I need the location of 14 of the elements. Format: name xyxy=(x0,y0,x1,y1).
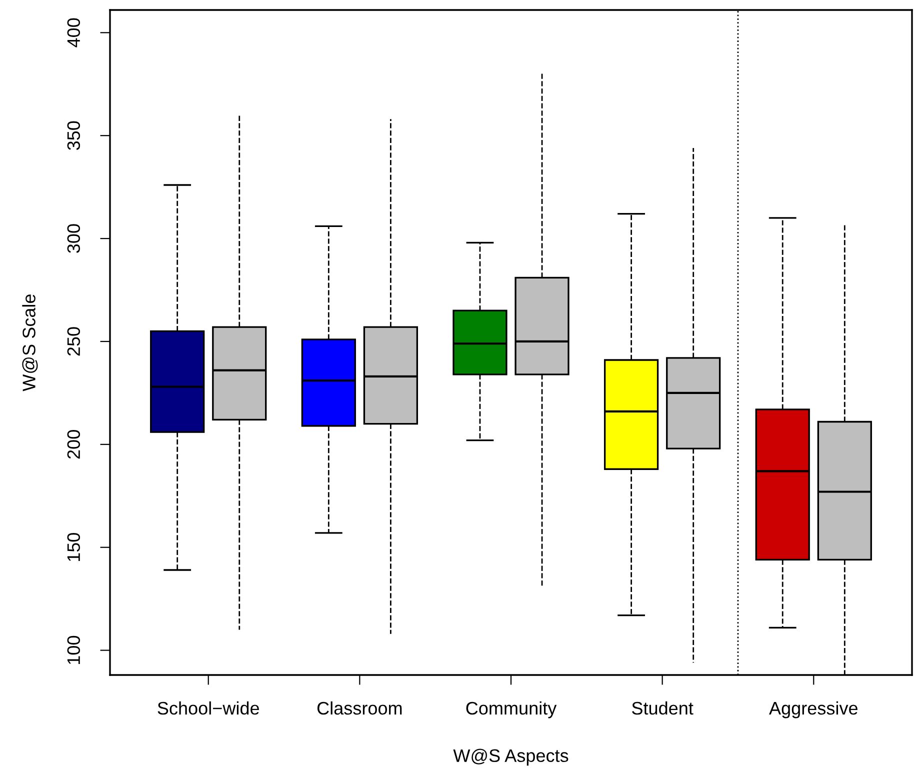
y-tick-label: 350 xyxy=(67,121,80,150)
x-tick-label: Community xyxy=(466,701,557,718)
y-tick-label: 100 xyxy=(67,636,80,664)
y-tick-label: 150 xyxy=(67,532,80,562)
x-tick-label: School−wide xyxy=(158,701,259,715)
x-tick-label: Student xyxy=(632,701,694,715)
y-tick-label: 400 xyxy=(67,18,80,48)
y-tick-label: 300 xyxy=(67,224,80,253)
x-tick-label: Aggressive xyxy=(769,701,858,718)
y-axis-title: W@S Scale xyxy=(22,294,38,392)
y-tick-label: 250 xyxy=(67,327,80,356)
x-axis-title: W@S Aspects xyxy=(453,748,568,766)
y-tick-label: 200 xyxy=(67,430,80,459)
x-tick-label: Classroom xyxy=(317,701,402,715)
